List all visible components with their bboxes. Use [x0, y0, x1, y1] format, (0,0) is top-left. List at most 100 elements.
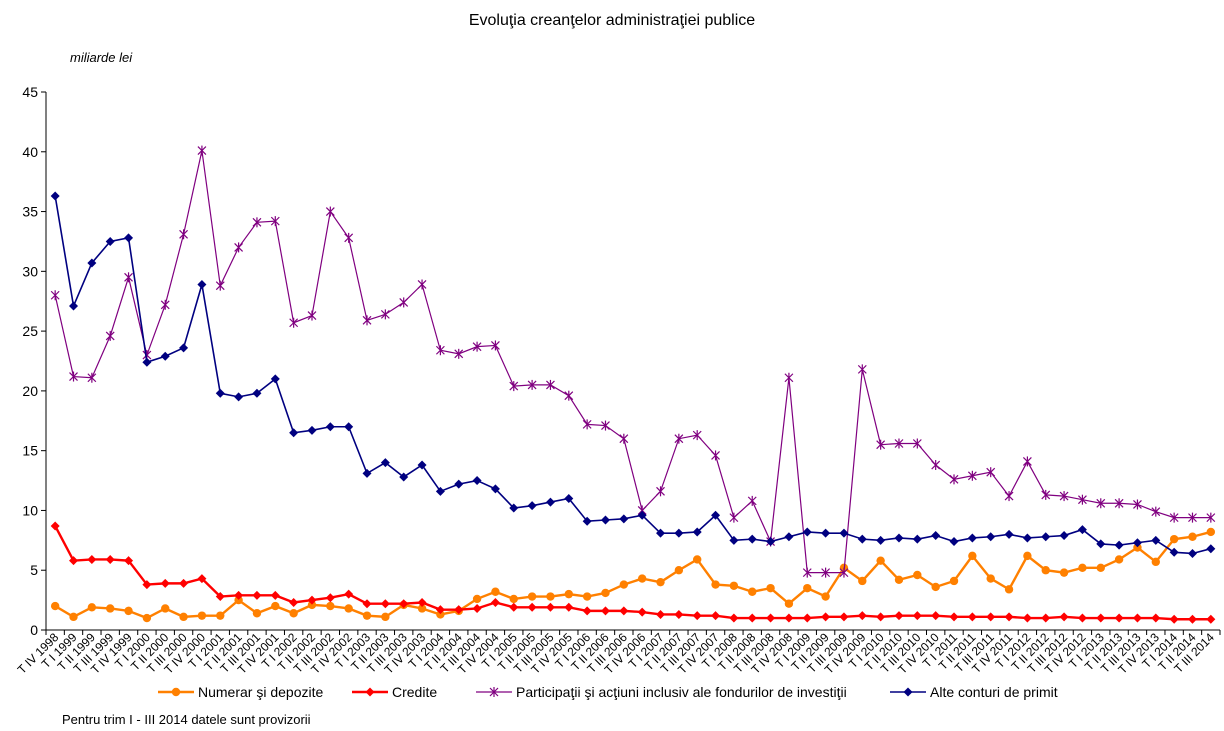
data-point — [179, 612, 188, 622]
data-point — [50, 290, 60, 301]
data-point — [197, 279, 207, 289]
data-point — [674, 566, 684, 575]
data-point — [1114, 555, 1124, 564]
data-point — [674, 609, 684, 619]
data-point — [105, 554, 115, 564]
data-point — [986, 532, 996, 542]
data-point — [436, 610, 445, 619]
data-point — [179, 343, 189, 353]
data-point — [69, 612, 78, 622]
data-point — [527, 602, 537, 612]
chart-title: Evoluţia creanţelor administraţiei publi… — [469, 12, 755, 29]
data-point — [894, 533, 904, 543]
data-point — [1041, 613, 1051, 623]
data-point — [1114, 540, 1124, 550]
data-point — [106, 604, 115, 613]
data-point — [417, 598, 427, 608]
data-point — [325, 206, 335, 217]
data-point — [766, 537, 776, 547]
data-point — [637, 510, 647, 520]
data-point — [931, 460, 941, 471]
data-point — [876, 556, 885, 565]
data-point — [656, 486, 665, 497]
legend-item: Participaţii şi acţiuni inclusiv ale fon… — [476, 684, 847, 700]
data-point — [160, 351, 170, 361]
data-point — [197, 574, 207, 584]
data-point — [1133, 499, 1142, 510]
data-point — [472, 594, 482, 604]
data-point — [362, 599, 372, 609]
data-point — [454, 479, 464, 489]
data-point — [692, 527, 702, 537]
data-point — [252, 609, 262, 618]
y-tick-label: 15 — [22, 443, 38, 459]
data-point — [1132, 538, 1142, 548]
legend-label: Alte conturi de primit — [930, 684, 1058, 700]
y-tick-label: 10 — [22, 502, 38, 518]
y-tick-label: 35 — [22, 204, 38, 220]
data-point — [600, 515, 610, 525]
data-point — [344, 232, 354, 243]
data-point — [711, 580, 720, 589]
data-point — [949, 537, 959, 547]
data-point — [197, 611, 207, 620]
data-point — [821, 528, 831, 538]
data-point — [417, 279, 427, 290]
unit-label: miliarde lei — [70, 50, 133, 65]
data-point — [527, 379, 537, 390]
data-point — [69, 301, 79, 311]
series-line — [54, 530, 1212, 620]
data-point — [766, 613, 776, 623]
legend-marker — [903, 687, 913, 697]
legend-item: Numerar şi depozite — [158, 684, 323, 700]
data-point — [1077, 613, 1087, 623]
data-point — [564, 589, 573, 599]
data-point — [1059, 491, 1069, 502]
data-point — [509, 381, 519, 392]
data-point — [546, 379, 555, 390]
data-point — [142, 357, 152, 367]
data-point — [1151, 557, 1160, 567]
data-point — [326, 601, 335, 611]
data-point — [949, 576, 959, 586]
data-point — [105, 236, 115, 246]
data-point — [894, 611, 904, 621]
data-point — [234, 242, 244, 253]
data-point — [1096, 498, 1106, 509]
data-point — [747, 495, 757, 506]
series-group — [50, 145, 1216, 624]
data-point — [839, 528, 849, 538]
data-point — [949, 474, 959, 485]
data-point — [545, 602, 555, 612]
data-point — [564, 390, 574, 401]
data-point — [1169, 547, 1179, 557]
data-point — [546, 592, 555, 601]
data-point — [802, 613, 812, 623]
data-point — [50, 521, 60, 531]
legend-item: Credite — [352, 684, 437, 700]
data-point — [252, 217, 262, 228]
data-point — [1096, 539, 1106, 549]
data-point — [307, 425, 317, 435]
series-0 — [50, 527, 1216, 623]
data-point — [50, 601, 60, 611]
data-point — [1004, 612, 1014, 622]
data-point — [1206, 544, 1216, 554]
data-point — [87, 554, 97, 564]
data-point — [729, 512, 739, 523]
series-2 — [50, 145, 1216, 578]
data-point — [215, 592, 225, 602]
legend-item: Alte conturi de primit — [890, 684, 1058, 700]
data-point — [876, 439, 886, 450]
legend-label: Credite — [392, 684, 437, 700]
data-point — [399, 297, 409, 308]
data-point — [454, 348, 464, 359]
data-point — [216, 611, 225, 620]
data-point — [931, 611, 941, 621]
data-point — [142, 580, 152, 590]
data-point — [729, 535, 739, 545]
data-point — [179, 578, 189, 588]
data-point — [161, 604, 170, 613]
data-point — [839, 567, 849, 578]
data-point — [179, 229, 189, 240]
